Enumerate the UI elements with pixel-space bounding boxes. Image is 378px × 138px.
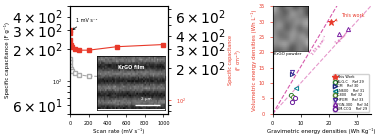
Text: 1 g cm⁻³: 1 g cm⁻³	[334, 30, 350, 45]
Text: This work: This work	[335, 13, 365, 21]
X-axis label: Gravimetric energy densities (Wh Kg⁻¹): Gravimetric energy densities (Wh Kg⁻¹)	[268, 128, 376, 134]
Y-axis label: Specific capacitance
(F cm$^{-3}$): Specific capacitance (F cm$^{-3}$)	[228, 35, 245, 85]
Y-axis label: Specific capacitance (F g⁻¹): Specific capacitance (F g⁻¹)	[4, 22, 10, 98]
X-axis label: Scan rate (mV s⁻¹): Scan rate (mV s⁻¹)	[93, 128, 145, 134]
Y-axis label: Volumetric energy densities (Wh L⁻¹): Volumetric energy densities (Wh L⁻¹)	[251, 9, 257, 111]
Text: KrGO powder: KrGO powder	[274, 52, 301, 56]
Text: 1.53 g cm⁻³: 1.53 g cm⁻³	[310, 35, 328, 56]
Legend: This Work, ALG-C    Ref 29, CM    Ref 30, LN600    Ref 31, C800    Ref 32, HPGM : This Work, ALG-C Ref 29, CM Ref 30, LN60…	[333, 74, 369, 112]
Text: 1 mV s⁻¹: 1 mV s⁻¹	[73, 18, 97, 30]
